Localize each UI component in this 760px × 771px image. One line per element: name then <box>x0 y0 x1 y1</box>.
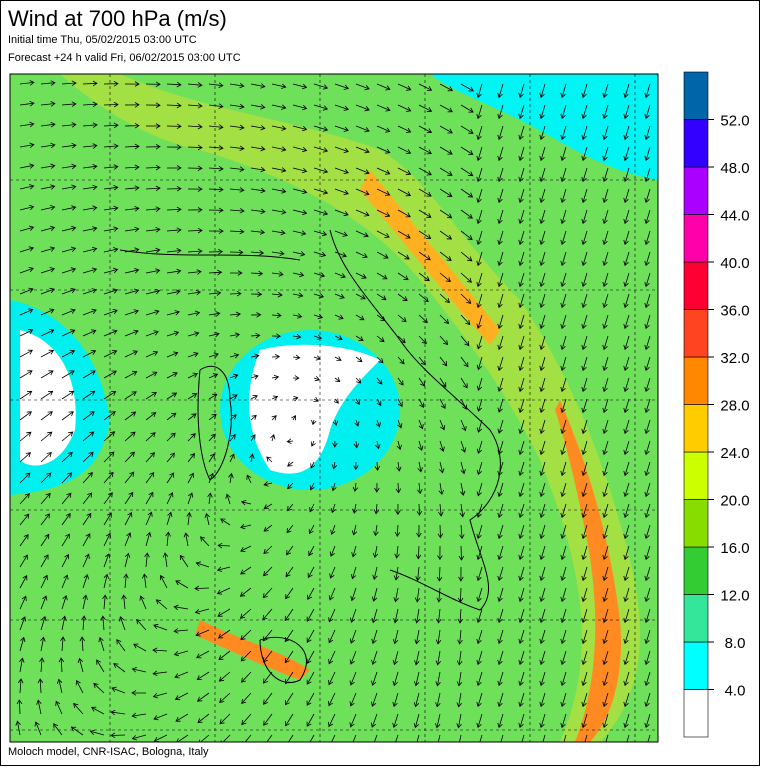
calm-west-core <box>20 330 76 466</box>
initial-time: Initial time Thu, 05/02/2015 03:00 UTC <box>8 34 197 46</box>
colorbar-swatch <box>683 166 709 215</box>
colorbar-swatch <box>683 641 709 690</box>
colorbar-label: 20.0 <box>720 493 749 510</box>
footer: Moloch model, CNR-ISAC, Bologna, Italy <box>8 746 209 758</box>
colorbar-swatch <box>683 119 709 168</box>
colorbar-swatch <box>683 71 709 120</box>
wind-field <box>10 74 658 742</box>
southern-jet <box>195 620 310 680</box>
colorbar-swatch <box>683 499 709 548</box>
colorbar-label: 28.0 <box>720 398 749 415</box>
colorbar-label: 8.0 <box>725 635 746 652</box>
colorbar-swatch <box>683 546 709 595</box>
graticule <box>10 74 658 742</box>
colorbar-swatch <box>683 404 709 453</box>
jet-core <box>555 400 621 742</box>
map-border <box>9 73 659 743</box>
calm-center-core <box>249 344 380 474</box>
colorbar-label: 44.0 <box>720 208 749 225</box>
yellow-band <box>60 74 640 742</box>
colorbar-label: 52.0 <box>720 113 749 130</box>
colorbar-swatch <box>683 451 709 500</box>
colorbar-label: 48.0 <box>720 160 749 177</box>
colorbar-swatch <box>683 261 709 310</box>
forecast-time: Forecast +24 h valid Fri, 06/02/2015 03:… <box>8 52 241 64</box>
colorbar-swatch <box>683 594 709 643</box>
colorbar-label: 4.0 <box>725 683 746 700</box>
colorbar-swatch <box>683 689 709 738</box>
colorbar-swatch <box>683 214 709 263</box>
colorbar-label: 12.0 <box>720 588 749 605</box>
title: Wind at 700 hPa (m/s) <box>8 6 227 31</box>
colorbar: 4.0 8.0 12.0 16.0 20.0 24.0 28.0 32.0 36.0 40.0 44… <box>683 71 750 738</box>
colorbar-label: 16.0 <box>720 540 749 557</box>
calm-northeast <box>430 74 658 180</box>
colorbar-label: 36.0 <box>720 303 749 320</box>
colorbar-swatch <box>683 309 709 358</box>
jet-core-north <box>360 170 500 345</box>
wind-arrows <box>15 80 651 742</box>
colorbar-label: 40.0 <box>720 255 749 272</box>
coastlines <box>119 229 501 683</box>
colorbar-label: 24.0 <box>720 445 749 462</box>
colorbar-swatch <box>683 356 709 405</box>
colorbar-label: 32.0 <box>720 350 749 367</box>
